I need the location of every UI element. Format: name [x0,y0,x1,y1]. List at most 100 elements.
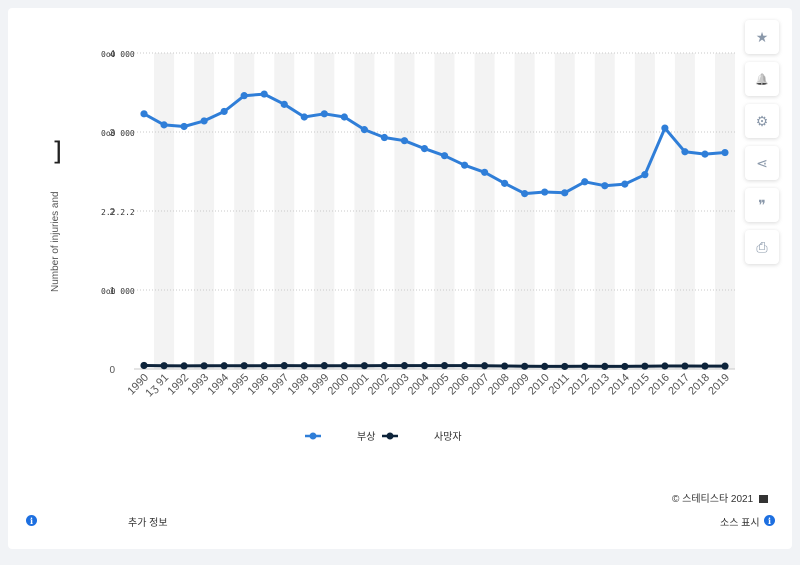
data-point [541,362,549,370]
x-tick-label: 1997 [266,372,292,398]
source-info-icon[interactable]: i [764,515,775,526]
x-tick-label: 2014 [606,372,632,398]
x-tick-label: 2018 [686,372,712,398]
settings-button[interactable]: ⚙ [745,104,779,138]
data-point [641,362,649,370]
y-tick-suffix: 0o0 000 [101,287,135,296]
data-point [681,362,689,370]
data-point [501,179,509,187]
x-tick-label: 1ʒ 91 [143,372,171,400]
data-point [340,113,348,121]
data-point [240,362,248,370]
data-point [721,148,729,157]
data-point [300,362,308,370]
x-tick-label: 2001 [346,372,372,398]
data-point [581,362,589,370]
data-point [621,362,629,371]
data-point [360,126,368,134]
data-point [641,171,649,179]
data-point [200,362,208,370]
legend-item-injuries[interactable]: 부상 [305,428,375,443]
x-tick-label: 2017 [666,372,692,398]
data-point [480,168,489,176]
data-point [280,362,288,370]
x-tick-label: 2010 [526,372,552,398]
data-point [661,124,669,132]
data-point [380,362,389,370]
data-point [601,182,609,190]
data-point [400,362,409,370]
data-point [521,190,529,198]
data-point [220,362,228,370]
series-layer [140,90,729,371]
x-tick-label: 2006 [446,372,472,398]
legend-marker-deaths [382,432,398,439]
data-point [160,121,168,129]
data-point [260,90,268,98]
copyright-label: © 스테티스타 2021 [672,494,754,505]
x-tick-label: 1995 [226,372,252,398]
data-point [240,92,248,100]
series-line [143,364,725,368]
x-tick-label: 1999 [306,372,332,398]
x-tick-label: 2005 [426,372,452,398]
quote-icon: ❞ [758,196,766,213]
x-tick-label: 2002 [366,372,392,398]
cite-button[interactable]: ❞ [745,188,779,222]
y-axis-label: Number of injuries and [50,191,61,292]
x-tick-label: 2011 [547,372,572,397]
data-point [460,161,469,169]
data-point [541,188,549,196]
data-point [180,122,188,131]
data-point [340,362,348,370]
data-point [140,361,148,370]
data-point [420,144,429,153]
source-link[interactable]: 소스 표시 [720,518,760,529]
more-info-link[interactable]: 추가 정보 [128,518,168,529]
legend-item-deaths[interactable]: 사망자 [382,428,462,443]
data-point [701,362,709,370]
x-tick-label: 2008 [486,372,512,398]
y-tick-label: 4 [109,49,115,60]
data-point [581,178,589,186]
chart-card: 0 1 0o0 000 2 2.2.2.2 3 0o0 000 4 0o0 000 1990 1ʒ… [8,8,792,549]
data-point [300,113,308,121]
legend-marker-injuries [305,432,321,439]
x-tick-label: 2003 [386,372,412,398]
notification-button[interactable]: 🔔 [745,62,779,96]
data-point [681,148,689,156]
share-button[interactable]: ⋖ [745,146,779,180]
favorite-button[interactable]: ★ [745,20,779,54]
data-point [160,362,168,370]
x-tick-label: 1994 [205,372,231,398]
copyright-text[interactable]: © 스테티스타 2021 [672,490,768,505]
data-point [521,362,529,370]
x-tick-label: 2009 [506,372,532,398]
x-tick-label: 2019 [706,372,732,398]
data-point [320,110,328,118]
data-point [460,362,469,370]
data-point [561,362,569,371]
data-point [480,362,489,370]
data-point [140,110,148,118]
x-tick-label: 2016 [646,372,672,398]
data-point [380,133,389,142]
series-line [143,92,726,196]
info-icon[interactable]: i [26,515,37,526]
data-point [260,362,268,370]
data-point [180,362,188,370]
data-point [400,137,409,145]
data-point [561,189,569,197]
print-button[interactable]: ⎙ [745,230,779,264]
legend-label-deaths: 사망자 [434,432,462,443]
data-point [200,117,208,125]
gear-icon: ⚙ [755,112,769,129]
share-icon: ⋖ [756,154,768,171]
x-tick-label: 1998 [286,372,312,398]
bell-icon: 🔔 [755,73,769,86]
x-tick-label: 1996 [246,372,272,398]
data-point [220,107,228,116]
data-point [721,362,729,370]
